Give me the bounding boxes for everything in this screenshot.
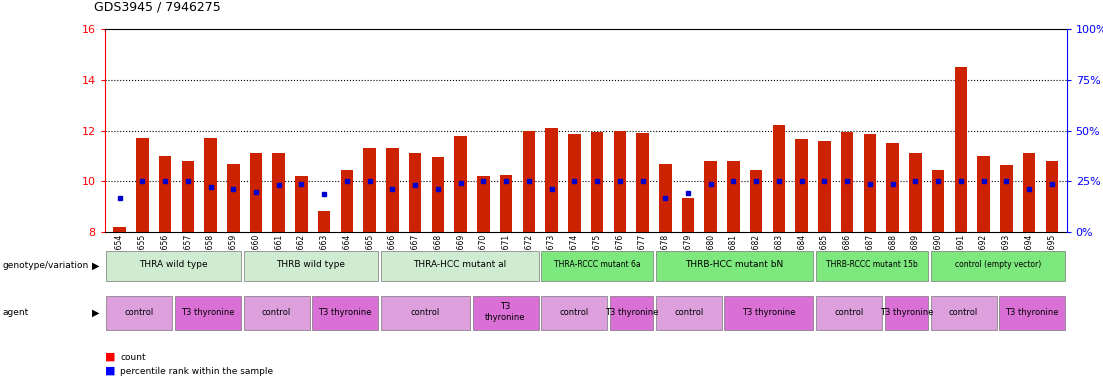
Bar — [409, 154, 421, 232]
Text: ■: ■ — [105, 366, 116, 376]
Bar — [227, 164, 239, 232]
Text: control (empty vector): control (empty vector) — [955, 260, 1041, 269]
Bar — [931, 250, 1065, 281]
Bar — [705, 161, 717, 232]
Bar — [887, 143, 899, 232]
Bar — [818, 141, 831, 232]
Bar — [568, 134, 580, 232]
Bar — [816, 250, 928, 281]
Text: THRA-HCC mutant al: THRA-HCC mutant al — [414, 260, 506, 269]
Bar — [636, 133, 649, 232]
Bar — [932, 170, 944, 232]
Bar — [472, 296, 538, 330]
Bar — [816, 296, 882, 330]
Bar — [454, 136, 467, 232]
Bar — [545, 128, 558, 232]
Bar — [656, 250, 813, 281]
Bar — [658, 164, 672, 232]
Text: control: control — [835, 308, 864, 317]
Bar — [727, 161, 740, 232]
Text: control: control — [674, 308, 704, 317]
Bar — [312, 296, 378, 330]
Bar — [204, 138, 217, 232]
Bar — [1000, 165, 1013, 232]
Bar — [750, 170, 762, 232]
Bar — [885, 296, 928, 330]
Bar — [795, 139, 808, 232]
Text: THRB-HCC mutant bN: THRB-HCC mutant bN — [685, 260, 783, 269]
Bar — [542, 250, 653, 281]
Bar — [431, 157, 445, 232]
Bar — [909, 154, 922, 232]
Bar — [106, 250, 240, 281]
Bar — [682, 198, 694, 232]
Text: T3 thyronine: T3 thyronine — [181, 308, 235, 317]
Text: T3
thyronine: T3 thyronine — [485, 303, 526, 322]
Bar — [136, 138, 149, 232]
Text: ▶: ▶ — [92, 260, 99, 271]
Text: control: control — [559, 308, 589, 317]
Bar — [725, 296, 813, 330]
Bar — [656, 296, 721, 330]
Text: T3 thyronine: T3 thyronine — [742, 308, 795, 317]
Text: ■: ■ — [105, 352, 116, 362]
Bar — [296, 176, 308, 232]
Bar — [613, 131, 627, 232]
Text: ▶: ▶ — [92, 308, 99, 318]
Text: control: control — [410, 308, 440, 317]
Bar — [381, 250, 538, 281]
Bar — [114, 227, 126, 232]
Bar — [999, 296, 1065, 330]
Bar — [341, 170, 353, 232]
Text: T3 thyronine: T3 thyronine — [879, 308, 933, 317]
Bar — [954, 67, 967, 232]
Bar — [182, 161, 194, 232]
Bar — [381, 296, 470, 330]
Text: T3 thyronine: T3 thyronine — [604, 308, 658, 317]
Bar — [249, 154, 263, 232]
Bar — [591, 132, 603, 232]
Bar — [840, 132, 854, 232]
Bar — [610, 296, 653, 330]
Bar — [773, 126, 785, 232]
Text: percentile rank within the sample: percentile rank within the sample — [120, 367, 274, 376]
Text: T3 thyronine: T3 thyronine — [1006, 308, 1059, 317]
Text: control: control — [125, 308, 153, 317]
Bar — [500, 175, 513, 232]
Bar — [523, 131, 535, 232]
Bar — [175, 296, 240, 330]
Text: THRA wild type: THRA wild type — [139, 260, 207, 269]
Bar — [478, 176, 490, 232]
Bar — [159, 156, 171, 232]
Bar — [1022, 154, 1036, 232]
Text: count: count — [120, 353, 146, 362]
Text: control: control — [949, 308, 978, 317]
Text: T3 thyronine: T3 thyronine — [319, 308, 372, 317]
Bar — [1046, 161, 1058, 232]
Text: genotype/variation: genotype/variation — [2, 261, 88, 270]
Text: GDS3945 / 7946275: GDS3945 / 7946275 — [94, 0, 221, 13]
Bar — [272, 154, 285, 232]
Text: THRA-RCCC mutant 6a: THRA-RCCC mutant 6a — [554, 260, 641, 269]
Bar — [386, 148, 398, 232]
Bar — [244, 250, 378, 281]
Bar — [931, 296, 996, 330]
Text: THRB wild type: THRB wild type — [277, 260, 345, 269]
Text: THRB-RCCC mutant 15b: THRB-RCCC mutant 15b — [826, 260, 918, 269]
Bar — [106, 296, 172, 330]
Bar — [318, 211, 331, 232]
Bar — [363, 148, 376, 232]
Bar — [977, 156, 989, 232]
Text: agent: agent — [2, 308, 29, 318]
Bar — [542, 296, 608, 330]
Text: control: control — [261, 308, 291, 317]
Bar — [864, 134, 876, 232]
Bar — [244, 296, 310, 330]
